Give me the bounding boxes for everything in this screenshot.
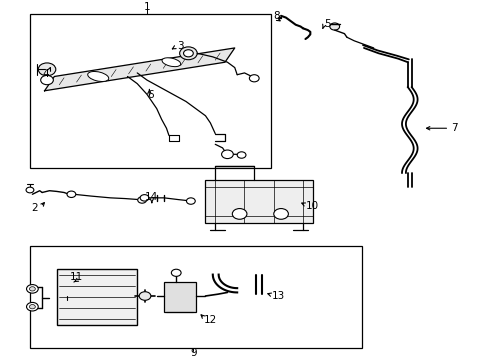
Circle shape [41, 76, 53, 85]
Circle shape [29, 305, 35, 309]
Text: 4: 4 [42, 69, 49, 79]
Circle shape [140, 195, 149, 201]
Circle shape [26, 187, 34, 193]
Circle shape [183, 50, 193, 57]
Text: 13: 13 [271, 291, 285, 301]
Polygon shape [44, 48, 234, 91]
Circle shape [67, 191, 76, 198]
Circle shape [221, 150, 233, 159]
Circle shape [138, 197, 146, 203]
Circle shape [26, 302, 38, 311]
Circle shape [171, 269, 181, 276]
Circle shape [186, 198, 195, 204]
Text: 14: 14 [145, 192, 158, 202]
Bar [30, 14, 271, 167]
Text: 6: 6 [147, 90, 154, 100]
Circle shape [237, 152, 245, 158]
Bar [163, 282, 195, 312]
Text: 9: 9 [190, 348, 196, 358]
Ellipse shape [162, 58, 181, 67]
Circle shape [249, 75, 259, 82]
Text: 3: 3 [177, 41, 183, 51]
Circle shape [139, 292, 151, 300]
Text: 5: 5 [324, 19, 330, 29]
Circle shape [329, 23, 339, 30]
Bar [205, 180, 312, 223]
Text: 7: 7 [450, 123, 457, 133]
Circle shape [273, 208, 288, 219]
Bar [30, 246, 361, 348]
Text: 2: 2 [31, 203, 38, 213]
Bar [57, 269, 137, 325]
Text: 12: 12 [203, 315, 217, 325]
Text: 1: 1 [143, 2, 150, 12]
Circle shape [29, 287, 35, 291]
Circle shape [232, 208, 246, 219]
Text: 10: 10 [305, 201, 319, 211]
Ellipse shape [87, 72, 108, 81]
Circle shape [38, 63, 56, 76]
Circle shape [179, 47, 197, 60]
Circle shape [26, 284, 38, 293]
Text: 8: 8 [272, 11, 279, 21]
Text: 11: 11 [69, 272, 83, 282]
